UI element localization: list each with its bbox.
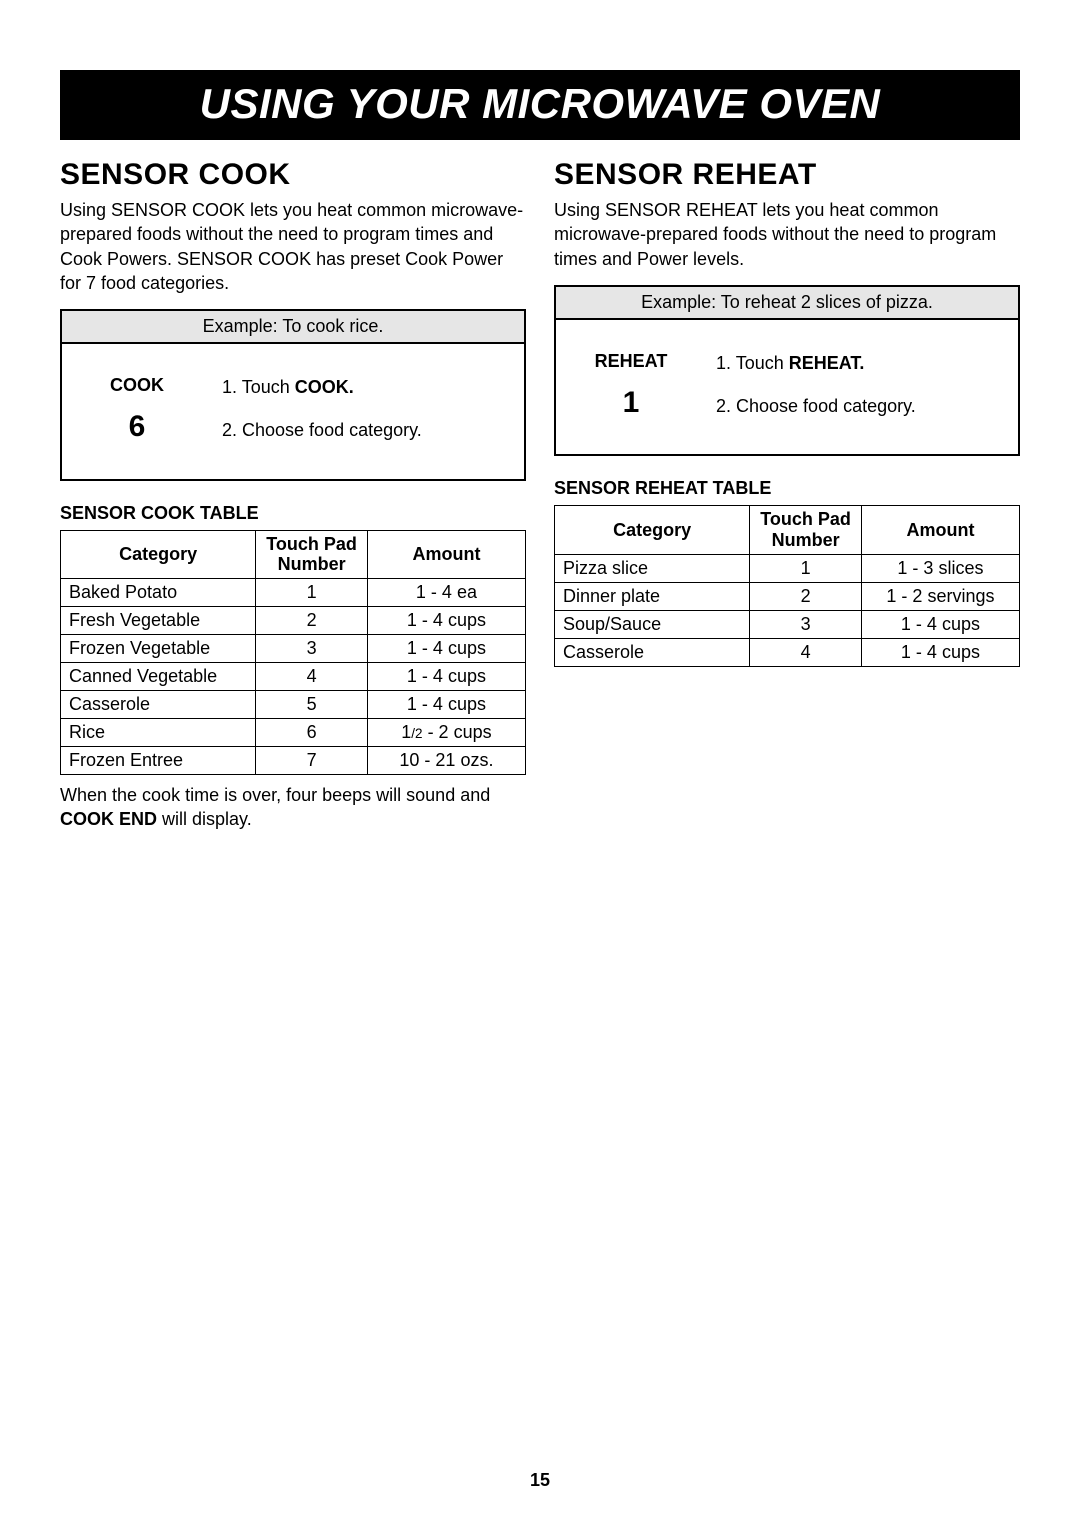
table-row: Baked Potato11 - 4 ea xyxy=(61,578,526,606)
th-category: Category xyxy=(61,530,256,578)
amt-pre: 1 xyxy=(401,722,411,742)
sensor-cook-step-1: 1. Touch COOK. xyxy=(222,366,422,409)
sensor-reheat-example-header: Example: To reheat 2 slices of pizza. xyxy=(556,287,1018,320)
cell-number: 1 xyxy=(256,578,368,606)
cell-category: Casserole xyxy=(61,690,256,718)
sensor-cook-footnote: When the cook time is over, four beeps w… xyxy=(60,783,526,832)
cell-amount: 1 - 4 cups xyxy=(367,606,525,634)
cell-number: 2 xyxy=(750,582,862,610)
cell-number: 4 xyxy=(256,662,368,690)
cell-amount: 1/2 - 2 cups xyxy=(367,718,525,746)
amt-post: - 2 cups xyxy=(423,722,492,742)
sensor-cook-key-label: COOK xyxy=(72,375,202,396)
sensor-reheat-example-key: REHEAT 1 xyxy=(566,351,696,420)
table-row: Dinner plate21 - 2 servings xyxy=(555,582,1020,610)
sensor-reheat-table-label: SENSOR REHEAT TABLE xyxy=(554,478,1020,499)
cell-category: Casserole xyxy=(555,638,750,666)
table-row: Rice61/2 - 2 cups xyxy=(61,718,526,746)
th-number-l1: Touch Pad xyxy=(760,509,851,529)
cell-amount: 1 - 4 ea xyxy=(367,578,525,606)
sensor-reheat-step-1: 1. Touch REHEAT. xyxy=(716,342,916,385)
table-row: Pizza slice11 - 3 slices xyxy=(555,554,1020,582)
sensor-reheat-intro: Using SENSOR REHEAT lets you heat common… xyxy=(554,198,1020,271)
sensor-cook-example-header: Example: To cook rice. xyxy=(62,311,524,344)
step1-prefix: 1. Touch xyxy=(222,377,295,397)
table-header-row: Category Touch PadNumber Amount xyxy=(555,506,1020,554)
cell-amount: 1 - 4 cups xyxy=(367,662,525,690)
th-number: Touch PadNumber xyxy=(256,530,368,578)
footnote-post: will display. xyxy=(157,809,252,829)
cell-number: 7 xyxy=(256,746,368,774)
sensor-reheat-example-box: Example: To reheat 2 slices of pizza. RE… xyxy=(554,285,1020,456)
th-number-l2: Number xyxy=(278,554,346,574)
table-row: Frozen Entree710 - 21 ozs. xyxy=(61,746,526,774)
sensor-cook-step-2: 2. Choose food category. xyxy=(222,409,422,452)
cell-amount: 1 - 4 cups xyxy=(861,610,1019,638)
sensor-reheat-table: Category Touch PadNumber Amount Pizza sl… xyxy=(554,505,1020,666)
page-banner: USING YOUR MICROWAVE OVEN xyxy=(60,70,1020,140)
step1-prefix: 1. Touch xyxy=(716,353,789,373)
table-row: Casserole51 - 4 cups xyxy=(61,690,526,718)
cell-amount: 1 - 4 cups xyxy=(367,634,525,662)
sensor-cook-example-steps: 1. Touch COOK. 2. Choose food category. xyxy=(222,366,422,452)
amt-frac: /2 xyxy=(411,726,422,741)
cell-category: Baked Potato xyxy=(61,578,256,606)
sensor-reheat-title: SENSOR REHEAT xyxy=(554,158,1020,192)
sensor-cook-table: Category Touch PadNumber Amount Baked Po… xyxy=(60,530,526,775)
sensor-cook-column: SENSOR COOK Using SENSOR COOK lets you h… xyxy=(60,158,526,832)
sensor-reheat-example-body: REHEAT 1 1. Touch REHEAT. 2. Choose food… xyxy=(556,320,1018,454)
footnote-pre: When the cook time is over, four beeps w… xyxy=(60,785,490,805)
sensor-cook-example-box: Example: To cook rice. COOK 6 1. Touch C… xyxy=(60,309,526,480)
cell-category: Dinner plate xyxy=(555,582,750,610)
table-header-row: Category Touch PadNumber Amount xyxy=(61,530,526,578)
th-amount: Amount xyxy=(367,530,525,578)
step1-keyword: REHEAT. xyxy=(789,353,865,373)
cell-amount: 1 - 4 cups xyxy=(367,690,525,718)
table-row: Frozen Vegetable31 - 4 cups xyxy=(61,634,526,662)
cell-category: Rice xyxy=(61,718,256,746)
cell-number: 2 xyxy=(256,606,368,634)
sensor-cook-example-key: COOK 6 xyxy=(72,375,202,444)
cell-amount: 1 - 2 servings xyxy=(861,582,1019,610)
sensor-cook-intro: Using SENSOR COOK lets you heat common m… xyxy=(60,198,526,295)
sensor-cook-key-number: 6 xyxy=(72,410,202,444)
sensor-reheat-column: SENSOR REHEAT Using SENSOR REHEAT lets y… xyxy=(554,158,1020,832)
cell-number: 3 xyxy=(256,634,368,662)
table-row: Canned Vegetable41 - 4 cups xyxy=(61,662,526,690)
cell-number: 4 xyxy=(750,638,862,666)
sensor-cook-example-body: COOK 6 1. Touch COOK. 2. Choose food cat… xyxy=(62,344,524,478)
cell-category: Pizza slice xyxy=(555,554,750,582)
th-number-l1: Touch Pad xyxy=(266,534,357,554)
cell-number: 1 xyxy=(750,554,862,582)
cell-category: Fresh Vegetable xyxy=(61,606,256,634)
sensor-cook-title: SENSOR COOK xyxy=(60,158,526,192)
cell-amount: 1 - 3 slices xyxy=(861,554,1019,582)
sensor-reheat-step-2: 2. Choose food category. xyxy=(716,385,916,428)
page-number: 15 xyxy=(0,1470,1080,1491)
cell-category: Canned Vegetable xyxy=(61,662,256,690)
sensor-cook-table-label: SENSOR COOK TABLE xyxy=(60,503,526,524)
cell-category: Soup/Sauce xyxy=(555,610,750,638)
table-row: Soup/Sauce31 - 4 cups xyxy=(555,610,1020,638)
sensor-reheat-key-label: REHEAT xyxy=(566,351,696,372)
sensor-reheat-key-number: 1 xyxy=(566,386,696,420)
th-category: Category xyxy=(555,506,750,554)
cell-number: 5 xyxy=(256,690,368,718)
table-row: Casserole41 - 4 cups xyxy=(555,638,1020,666)
th-number-l2: Number xyxy=(772,530,840,550)
cell-amount: 10 - 21 ozs. xyxy=(367,746,525,774)
th-number: Touch PadNumber xyxy=(750,506,862,554)
cell-number: 3 xyxy=(750,610,862,638)
sensor-reheat-example-steps: 1. Touch REHEAT. 2. Choose food category… xyxy=(716,342,916,428)
step1-keyword: COOK. xyxy=(295,377,354,397)
th-amount: Amount xyxy=(861,506,1019,554)
two-column-layout: SENSOR COOK Using SENSOR COOK lets you h… xyxy=(60,158,1020,832)
cell-category: Frozen Entree xyxy=(61,746,256,774)
cell-amount: 1 - 4 cups xyxy=(861,638,1019,666)
cell-number: 6 xyxy=(256,718,368,746)
footnote-keyword: COOK END xyxy=(60,809,157,829)
table-row: Fresh Vegetable21 - 4 cups xyxy=(61,606,526,634)
cell-category: Frozen Vegetable xyxy=(61,634,256,662)
